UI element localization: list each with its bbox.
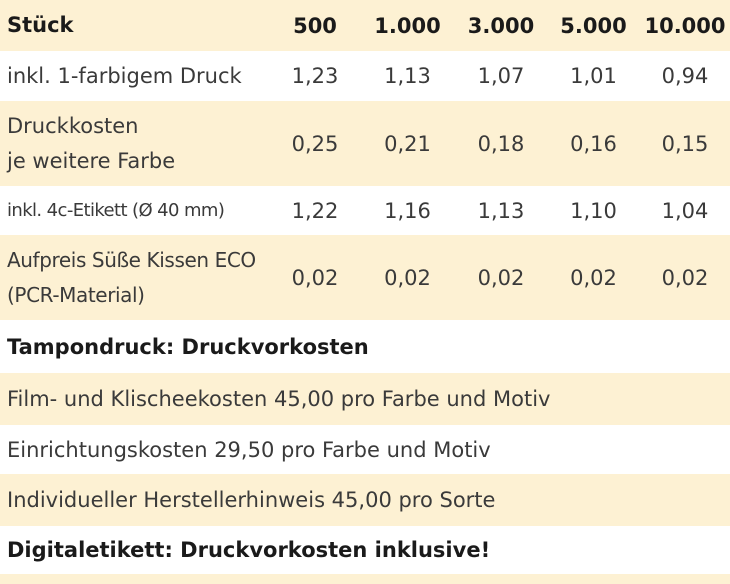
header-label: Stück [7,13,74,37]
row-label-line: Druckkosten [7,113,139,138]
price-cell: 1,13 [384,64,431,88]
header-qty-3000: 3.000 [467,13,535,38]
list-item: Film- und Klischeekosten 45,00 pro Farbe… [0,373,730,425]
row-label: inkl. 4c-Etikett (Ø 40 mm) [7,200,225,221]
price-cell: 0,94 [661,64,709,88]
manufacturer-note-cost-text: Individueller Herstellerhinweis 45,00 pr… [7,488,496,512]
price-cell: 1,07 [477,64,525,88]
table-row: Aufpreis Süße Kissen ECO (PCR-Material) … [0,235,730,320]
price-cell: 0,02 [291,265,339,290]
digitaletikett-heading-row: Digitaletikett: Druckvorkosten inklusive… [0,526,730,574]
list-item: Individueller Herstellerhinweis 45,00 pr… [0,474,730,526]
tampondruck-heading: Tampondruck: Druckvorkosten [7,334,369,359]
table-header-row: Stück 500 1.000 3.000 5.000 10.000 [0,0,730,51]
price-cell: 1,23 [291,64,339,88]
price-cell: 1,04 [661,198,709,223]
table-bottom-strip [0,574,730,584]
digitaletikett-heading: Digitaletikett: Druckvorkosten inklusive… [7,538,491,562]
film-klischee-cost-text: Film- und Klischeekosten 45,00 pro Farbe… [7,387,551,411]
table-row: inkl. 1-farbigem Druck 1,23 1,13 1,07 1,… [0,51,730,101]
table-row: Druckkosten je weitere Farbe 0,25 0,21 0… [0,101,730,186]
price-cell: 0,16 [570,131,617,156]
price-cell: 0,02 [477,265,525,290]
header-qty-1000: 1.000 [374,13,441,38]
price-cell: 1,22 [291,198,339,223]
tampondruck-heading-row: Tampondruck: Druckvorkosten [0,320,730,373]
row-label-line: Aufpreis Süße Kissen ECO [7,247,256,272]
price-cell: 1,01 [570,64,617,88]
row-label: Aufpreis Süße Kissen ECO (PCR-Material) [0,243,270,313]
price-cell: 0,02 [661,265,709,290]
price-cell: 1,10 [570,198,617,223]
header-qty-10000: 10.000 [644,13,726,38]
table-row: inkl. 4c-Etikett (Ø 40 mm) 1,22 1,16 1,1… [0,186,730,235]
row-label-line: je weitere Farbe [7,148,176,173]
price-cell: 1,16 [384,198,431,223]
row-label-line: (PCR-Material) [7,282,145,307]
row-label: Druckkosten je weitere Farbe [0,109,270,179]
price-cell: 1,13 [477,198,525,223]
price-cell: 0,02 [384,265,431,290]
price-cell: 0,18 [477,131,525,156]
header-qty-5000: 5.000 [560,13,627,38]
header-qty-500: 500 [293,13,337,38]
price-cell: 0,15 [661,131,709,156]
price-cell: 0,21 [384,131,431,156]
setup-cost-text: Einrichtungskosten 29,50 pro Farbe und M… [7,437,491,462]
price-cell: 0,02 [570,265,617,290]
row-label: inkl. 1-farbigem Druck [7,63,242,88]
list-item: Einrichtungskosten 29,50 pro Farbe und M… [0,425,730,474]
price-cell: 0,25 [291,131,339,156]
